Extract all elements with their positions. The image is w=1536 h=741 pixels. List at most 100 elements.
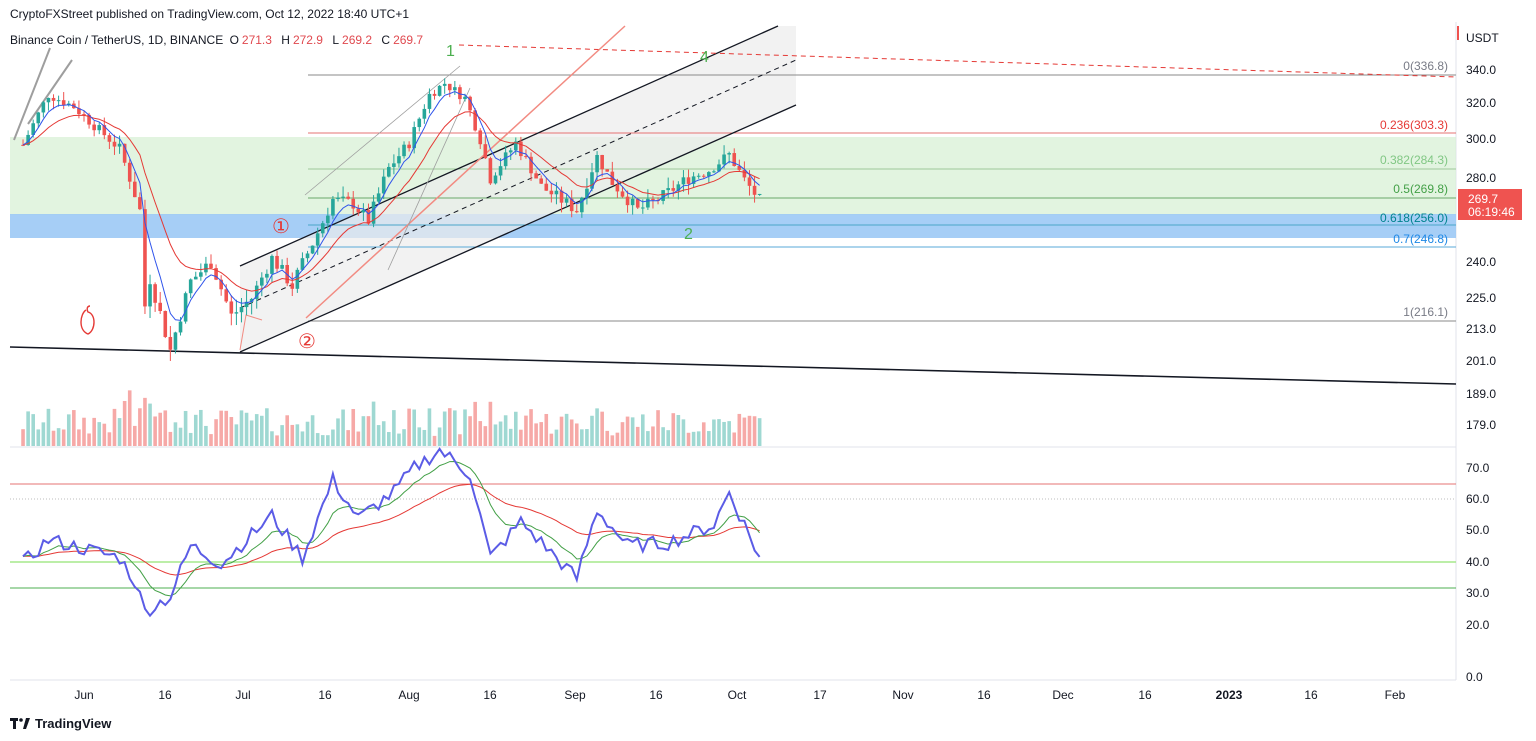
volume-bar <box>519 429 523 446</box>
time-tick: Dec <box>1052 688 1073 702</box>
candle-body <box>260 277 264 286</box>
candle-body <box>117 143 122 147</box>
candle-body <box>681 177 686 185</box>
volume-bar <box>219 410 223 446</box>
volume-bar <box>366 416 371 446</box>
price-tick: 300.0 <box>1466 132 1496 146</box>
countdown: 06:19:46 <box>1468 205 1515 219</box>
candle-body <box>46 97 51 103</box>
candle-body <box>300 258 305 270</box>
volume-bar <box>280 425 284 446</box>
volume-bar <box>97 422 102 446</box>
green-zone <box>10 137 1456 215</box>
volume-bar <box>620 422 625 446</box>
ohlc-open: O 271.3 <box>229 33 272 47</box>
candle-body <box>138 197 142 210</box>
volume-bar <box>102 423 107 446</box>
candle-body <box>427 93 432 109</box>
price-tick: 201.0 <box>1466 354 1496 368</box>
volume-bar <box>564 413 569 446</box>
candle-body <box>574 211 579 213</box>
candle-body <box>701 175 706 177</box>
tradingview-brand[interactable]: TradingView <box>10 716 111 731</box>
candle-body <box>387 166 391 177</box>
volume-bar <box>92 417 96 446</box>
volume-bar <box>178 427 183 446</box>
volume-bar <box>651 426 655 446</box>
time-axis-ticks[interactable]: Jun 16 Jul 16 Aug 16 Sep 16 Oct 17 Nov 16 Dec 16 2023 1… <box>74 688 1405 702</box>
candle-body <box>270 255 274 274</box>
candle-body <box>666 188 670 191</box>
candle-body <box>107 135 112 142</box>
price-axis-ticks[interactable]: 340.0 320.0 300.0 280.0 240.0 225.0 213.0 201.0… <box>1466 63 1496 432</box>
volume-bar <box>163 410 168 446</box>
volume-bar <box>173 422 178 446</box>
candle-body <box>280 264 284 269</box>
candle-body <box>514 141 518 151</box>
candle-body <box>341 196 345 198</box>
volume-bar <box>727 421 731 446</box>
volume-bar <box>498 421 503 446</box>
price-tick: 240.0 <box>1466 255 1496 269</box>
volume-bar <box>138 408 142 446</box>
volume-bar <box>630 417 635 446</box>
wave-label-2: 2 <box>684 226 693 243</box>
candle-body <box>539 178 543 184</box>
fib-label-1: 1(216.1) <box>1403 305 1448 319</box>
volume-bar <box>742 417 747 446</box>
publisher-line: CryptoFXStreet published on TradingView.… <box>10 7 409 21</box>
volume-bar <box>417 427 422 446</box>
candle-body <box>580 197 584 213</box>
symbol-name[interactable]: Binance Coin / TetherUS, 1D, BINANCE <box>10 33 224 47</box>
volume-bar <box>209 434 213 446</box>
candle-body <box>671 188 676 191</box>
volume-bar <box>87 433 91 446</box>
volume-bar <box>295 424 300 446</box>
volume-bar <box>21 429 25 446</box>
volume-bar <box>107 432 112 446</box>
price-tick: 320.0 <box>1466 96 1496 110</box>
time-tick: Feb <box>1385 688 1406 702</box>
volume-bar <box>656 410 660 446</box>
volume-bar <box>158 412 162 446</box>
volume-bar <box>590 415 594 446</box>
volume-bar <box>56 428 61 446</box>
volume-bar <box>691 431 696 446</box>
price-tick: 189.0 <box>1466 387 1496 401</box>
fib-label-0382: 0.382(284.3) <box>1380 153 1448 167</box>
volume-bar <box>46 408 51 446</box>
candle-body <box>524 156 528 158</box>
red-rising-line <box>305 25 626 319</box>
volume-bar <box>503 415 508 446</box>
wave-label-circled-2: ② <box>298 331 316 353</box>
candle-body <box>529 156 533 174</box>
volume-bar <box>554 429 559 446</box>
volume-bar <box>610 435 615 446</box>
candle-body <box>651 198 655 200</box>
candle-body <box>163 311 168 337</box>
volume-bar <box>122 400 127 446</box>
candle-body <box>188 279 193 294</box>
time-tick: 16 <box>649 688 663 702</box>
volume-bar <box>463 409 467 446</box>
candle-body <box>508 150 513 153</box>
volume-bar <box>41 422 46 446</box>
volume-bar <box>239 410 244 446</box>
moving-average-red <box>22 111 760 292</box>
candle-body <box>31 123 35 135</box>
volume-bar <box>148 403 152 446</box>
volume-bar <box>361 416 366 446</box>
volume-bar <box>635 426 640 446</box>
candle-body <box>315 233 320 246</box>
candle-body <box>712 171 716 173</box>
volume-bar <box>600 411 604 446</box>
candle-body <box>346 196 350 199</box>
candle-body <box>732 153 737 166</box>
volume-bar <box>82 417 86 446</box>
volume-bar <box>356 431 361 446</box>
candle-body <box>336 197 340 200</box>
rsi-axis-ticks[interactable]: 70.0 60.0 50.0 40.0 30.0 20.0 0.0 <box>1466 461 1490 684</box>
rsi-ma-red <box>22 483 760 576</box>
candle-body <box>366 209 371 224</box>
